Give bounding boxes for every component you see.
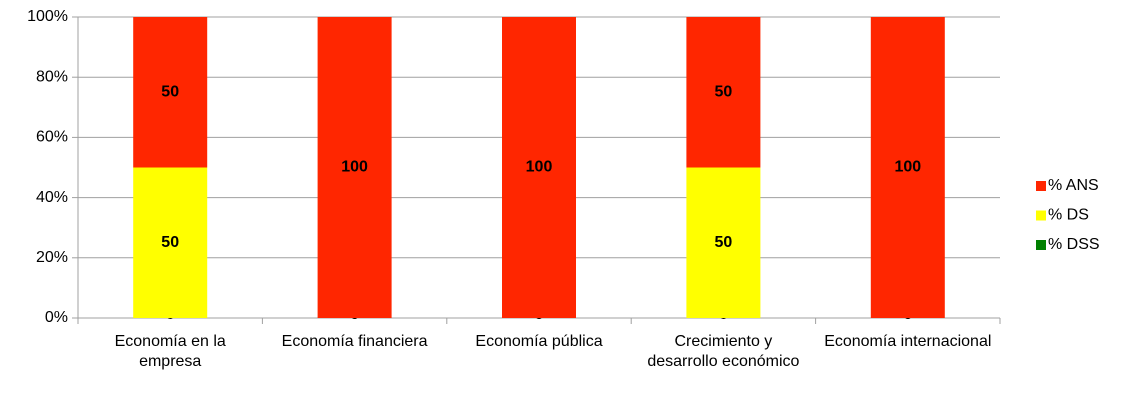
y-tick-label: 80% [36, 68, 68, 85]
bar-segment [686, 167, 761, 318]
y-tick-label: 60% [36, 129, 68, 146]
bar-segment [133, 17, 208, 168]
data-label: 50 [161, 83, 179, 100]
data-label: 50 [161, 234, 179, 251]
x-tick-label: Economía internacional [824, 333, 992, 350]
bar-segment [686, 17, 761, 168]
legend-swatch [1036, 210, 1046, 221]
legend-label: % ANS [1048, 177, 1099, 194]
y-tick-label: 20% [36, 249, 68, 266]
y-tick-label: 40% [36, 189, 68, 206]
legend-label: % DS [1048, 207, 1089, 224]
legend-label: % DSS [1048, 236, 1100, 253]
bar-segment [502, 17, 576, 318]
legend-swatch [1036, 181, 1046, 191]
data-label: 100 [341, 159, 368, 176]
data-label: 50 [715, 234, 733, 251]
x-tick-label: Crecimiento y desarrollo económico [647, 333, 800, 370]
x-tick-label: Economía financiera [281, 333, 428, 350]
y-tick-label: 0% [45, 309, 68, 326]
x-tick-label: Economía pública [475, 333, 603, 350]
bar-segment [870, 17, 945, 318]
bar-segment [317, 17, 392, 318]
y-tick-label: 100% [27, 8, 68, 25]
x-tick-label: Economía en la empresa [114, 333, 226, 370]
legend-swatch [1036, 240, 1046, 250]
bar-segment [133, 167, 208, 318]
data-label: 50 [715, 83, 733, 100]
data-label: 100 [894, 159, 921, 176]
data-label: 100 [526, 159, 553, 176]
